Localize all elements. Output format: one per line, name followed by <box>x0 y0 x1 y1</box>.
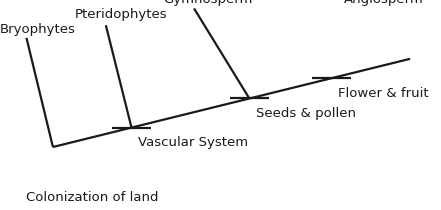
Text: Bryophytes: Bryophytes <box>0 23 76 36</box>
Text: Vascular System: Vascular System <box>138 136 248 149</box>
Text: Pteridophytes: Pteridophytes <box>75 8 168 21</box>
Text: Angiosperm: Angiosperm <box>344 0 424 6</box>
Text: Colonization of land: Colonization of land <box>26 191 159 204</box>
Text: Flower & fruit: Flower & fruit <box>338 87 429 100</box>
Text: Gymnosperm: Gymnosperm <box>163 0 253 6</box>
Text: Seeds & pollen: Seeds & pollen <box>256 107 356 120</box>
